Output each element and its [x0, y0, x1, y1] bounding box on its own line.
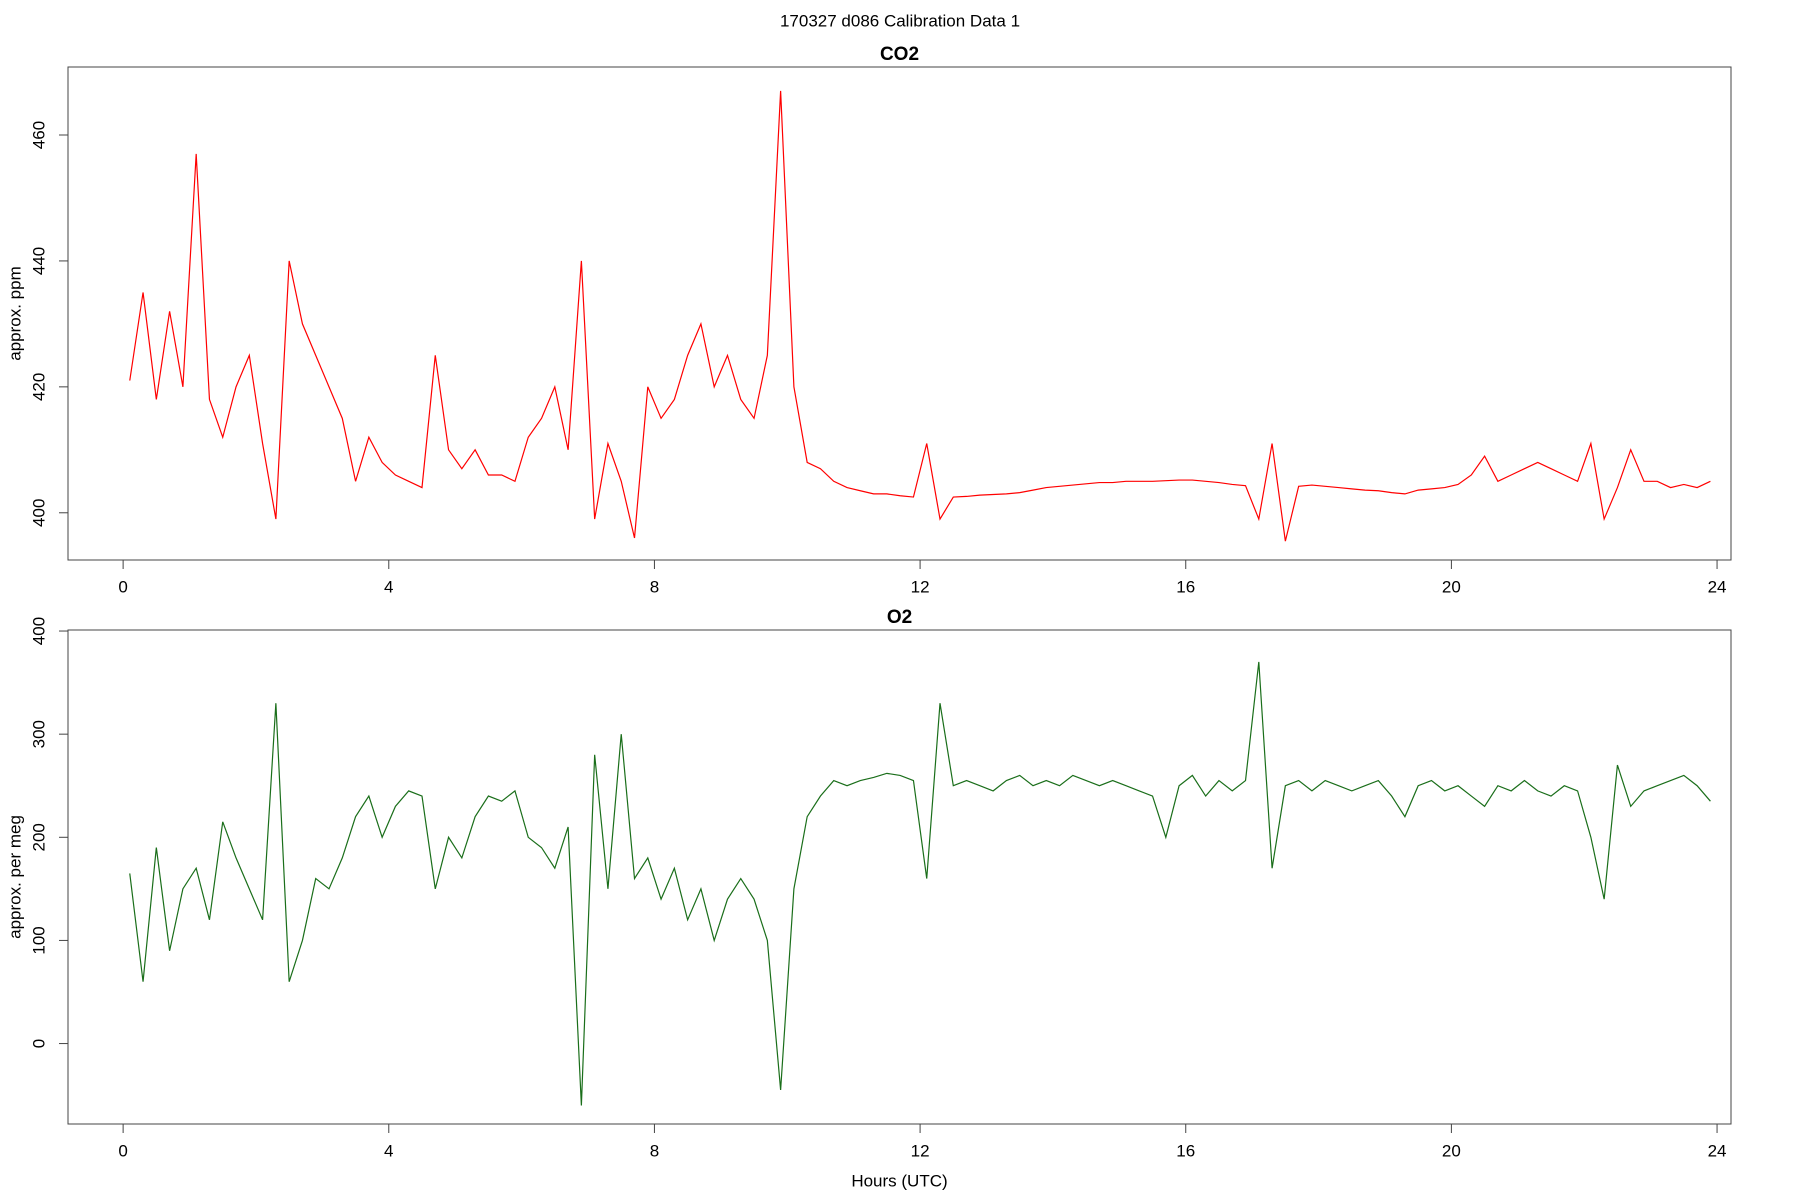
plot-frame — [67, 629, 1732, 1125]
y-tick-label: 300 — [29, 720, 48, 748]
x-tick-label: 20 — [1442, 1141, 1461, 1160]
y-tick-label: 400 — [29, 617, 48, 645]
figure-title: 170327 d086 Calibration Data 1 — [780, 11, 1020, 30]
x-tick-label: 24 — [1708, 1141, 1727, 1160]
y-tick-label: 440 — [29, 247, 48, 275]
x-tick-label: 20 — [1442, 577, 1461, 596]
y-axis-label: approx. per meg — [5, 815, 24, 939]
y-tick-label: 200 — [29, 823, 48, 851]
x-tick-label: 4 — [384, 577, 393, 596]
x-tick-label: 16 — [1176, 1141, 1195, 1160]
y-tick-label: 400 — [29, 499, 48, 527]
y-axis-label: approx. ppm — [5, 266, 24, 361]
y-tick-label: 460 — [29, 121, 48, 149]
x-axis-label: Hours (UTC) — [851, 1171, 947, 1190]
x-tick-label: 8 — [650, 1141, 659, 1160]
x-tick-label: 8 — [650, 577, 659, 596]
y-tick-label: 420 — [29, 373, 48, 401]
x-tick-label: 4 — [384, 1141, 393, 1160]
x-tick-label: 0 — [118, 1141, 127, 1160]
chart-title: O2 — [887, 607, 912, 628]
x-tick-label: 12 — [911, 577, 930, 596]
data-line — [129, 661, 1711, 1106]
chart-title: CO2 — [880, 44, 919, 65]
x-tick-label: 12 — [911, 1141, 930, 1160]
y-tick-label: 100 — [29, 926, 48, 954]
x-tick-label: 24 — [1708, 577, 1727, 596]
x-tick-label: 16 — [1176, 577, 1195, 596]
x-tick-label: 0 — [118, 577, 127, 596]
plot-frame — [67, 66, 1732, 561]
data-line — [129, 90, 1711, 542]
y-tick-label: 0 — [29, 1039, 48, 1048]
